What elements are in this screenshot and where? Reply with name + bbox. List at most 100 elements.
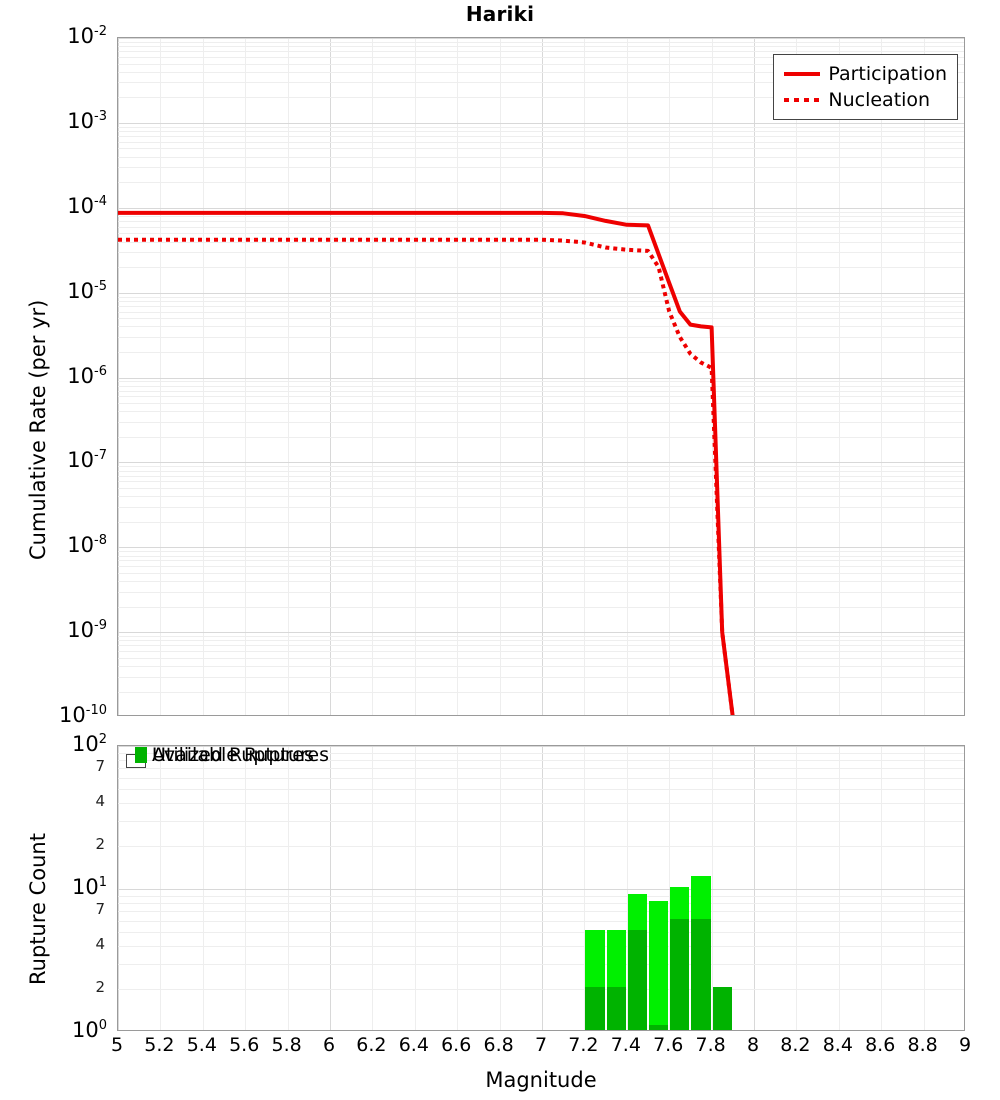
- gridline-horizontal-minor: [118, 963, 964, 965]
- gridline-vertical: [457, 38, 459, 715]
- x-tick-label: 8.8: [907, 1034, 938, 1056]
- gridline-horizontal-minor: [118, 551, 964, 553]
- legend-item-nucleation[interactable]: Nucleation: [782, 87, 947, 113]
- gridline-vertical: [330, 746, 331, 1030]
- gridline-horizontal-minor: [118, 895, 964, 897]
- gridline-vertical: [372, 38, 374, 715]
- gridline-horizontal-minor: [118, 470, 964, 472]
- gridline-vertical: [542, 38, 543, 715]
- gridline-horizontal-minor: [118, 566, 964, 568]
- gridline-horizontal-minor: [118, 141, 964, 143]
- gridline-horizontal-minor: [118, 657, 964, 659]
- gridline-horizontal-minor: [118, 691, 964, 693]
- gridline-horizontal-minor: [118, 226, 964, 228]
- bottom-plot-gridlines: [118, 746, 964, 1030]
- gridline-horizontal-minor: [118, 148, 964, 150]
- gridline-horizontal-minor: [118, 411, 964, 413]
- legend-label-available: Available Ruptures: [152, 745, 329, 766]
- gridline-horizontal-minor: [118, 651, 964, 652]
- legend-label-participation: Participation: [828, 63, 947, 85]
- x-tick-label: 8: [746, 1034, 760, 1056]
- gridline-vertical: [838, 38, 840, 715]
- gridline-horizontal-minor: [118, 233, 964, 235]
- gridline-horizontal-minor: [118, 337, 964, 338]
- bar-segment-utilized: [691, 918, 711, 1030]
- gridline-vertical: [160, 38, 162, 715]
- top-y-axis-ticks: 10-2 10-3 10-4 10-5 10-6 10-7 10-8 10-9 10-10: [0, 0, 113, 760]
- gridline-horizontal-minor: [118, 989, 964, 990]
- gridline-horizontal-minor: [118, 496, 964, 498]
- rupture-bar: [585, 930, 605, 1030]
- gridline-horizontal: [118, 547, 964, 549]
- gridline-horizontal-minor: [118, 752, 964, 754]
- gridline-vertical: [542, 746, 543, 1030]
- gridline-vertical: [160, 746, 162, 1030]
- curve-nucleation: [118, 237, 735, 715]
- legend-label-utilized: Utilized Ruptures: [152, 745, 314, 766]
- gridline-horizontal-minor: [118, 560, 964, 562]
- gridline-horizontal-minor: [118, 932, 964, 933]
- gridline-horizontal-minor: [118, 636, 964, 637]
- gridline-horizontal-minor: [118, 136, 964, 137]
- gridline-horizontal-minor: [118, 777, 964, 779]
- rupture-bars: [118, 746, 964, 1030]
- x-tick-label: 5.2: [144, 1034, 175, 1056]
- bar-segment-utilized: [606, 987, 626, 1030]
- x-tick-label: 7.2: [568, 1034, 599, 1056]
- gridline-vertical: [584, 746, 586, 1030]
- bar-segment-utilized: [712, 987, 732, 1030]
- gridline-horizontal-minor: [118, 436, 964, 438]
- gridline-horizontal-minor: [118, 381, 964, 383]
- gridline-vertical: [457, 746, 459, 1030]
- x-tick-label: 5.4: [186, 1034, 217, 1056]
- rupture-bar: [691, 875, 711, 1030]
- gridline-horizontal-minor: [118, 911, 964, 913]
- gridline-vertical: [923, 746, 925, 1030]
- x-tick-label: 5.8: [271, 1034, 302, 1056]
- y-tick-label: 10-6: [67, 363, 107, 388]
- gridline-horizontal-minor: [118, 572, 964, 574]
- y-tick-label: 10-8: [67, 533, 107, 558]
- rupture-bar: [606, 930, 626, 1030]
- gridline-horizontal-minor: [118, 326, 964, 328]
- rupture-count-plot: Available Ruptures Utilized Ruptures: [117, 745, 965, 1031]
- gridline-vertical: [499, 746, 501, 1030]
- bottom-y-axis-title: Rupture Count: [26, 833, 50, 985]
- x-tick-label: 9: [958, 1034, 972, 1056]
- bar-segment-available: [649, 900, 669, 1030]
- legend-item-utilized[interactable]: Utilized Ruptures: [135, 745, 314, 767]
- y-tick-label: 10-2: [67, 24, 107, 48]
- gridline-vertical: [838, 746, 840, 1030]
- gridline-horizontal: [118, 207, 964, 209]
- y-tick-label: 10-5: [67, 278, 107, 303]
- bar-segment-utilized: [670, 918, 690, 1030]
- gridline-horizontal: [118, 292, 964, 294]
- gridline-vertical: [881, 38, 883, 715]
- gridline-horizontal-minor: [118, 51, 964, 53]
- gridline-horizontal-minor: [118, 300, 964, 302]
- legend-label-nucleation: Nucleation: [828, 89, 931, 111]
- gridline-horizontal: [118, 377, 964, 379]
- gridline-horizontal-minor: [118, 131, 964, 133]
- gridline-horizontal-minor: [118, 241, 964, 243]
- curve-participation: [118, 210, 735, 715]
- gridline-horizontal-minor: [118, 182, 964, 184]
- top-legend: Participation Nucleation: [773, 54, 958, 120]
- gridline-horizontal-minor: [118, 789, 964, 790]
- dotted-line-icon: [782, 91, 822, 109]
- gridline-horizontal-minor: [118, 606, 964, 608]
- gridline-horizontal-minor: [118, 665, 964, 667]
- gridline-horizontal-minor: [118, 167, 964, 169]
- x-tick-label: 8.6: [865, 1034, 896, 1056]
- gridline-vertical: [881, 746, 883, 1030]
- x-tick-label: 6.4: [398, 1034, 429, 1056]
- gridline-horizontal-minor: [118, 396, 964, 398]
- y-tick-label: 100: [71, 1018, 107, 1042]
- gridline-horizontal-minor: [118, 220, 964, 222]
- top-plot-gridlines: [118, 38, 964, 715]
- gridline-horizontal: [118, 462, 964, 464]
- x-tick-label: 7.4: [610, 1034, 641, 1056]
- legend-item-participation[interactable]: Participation: [782, 61, 947, 87]
- y-tick-label: 10-4: [67, 193, 107, 218]
